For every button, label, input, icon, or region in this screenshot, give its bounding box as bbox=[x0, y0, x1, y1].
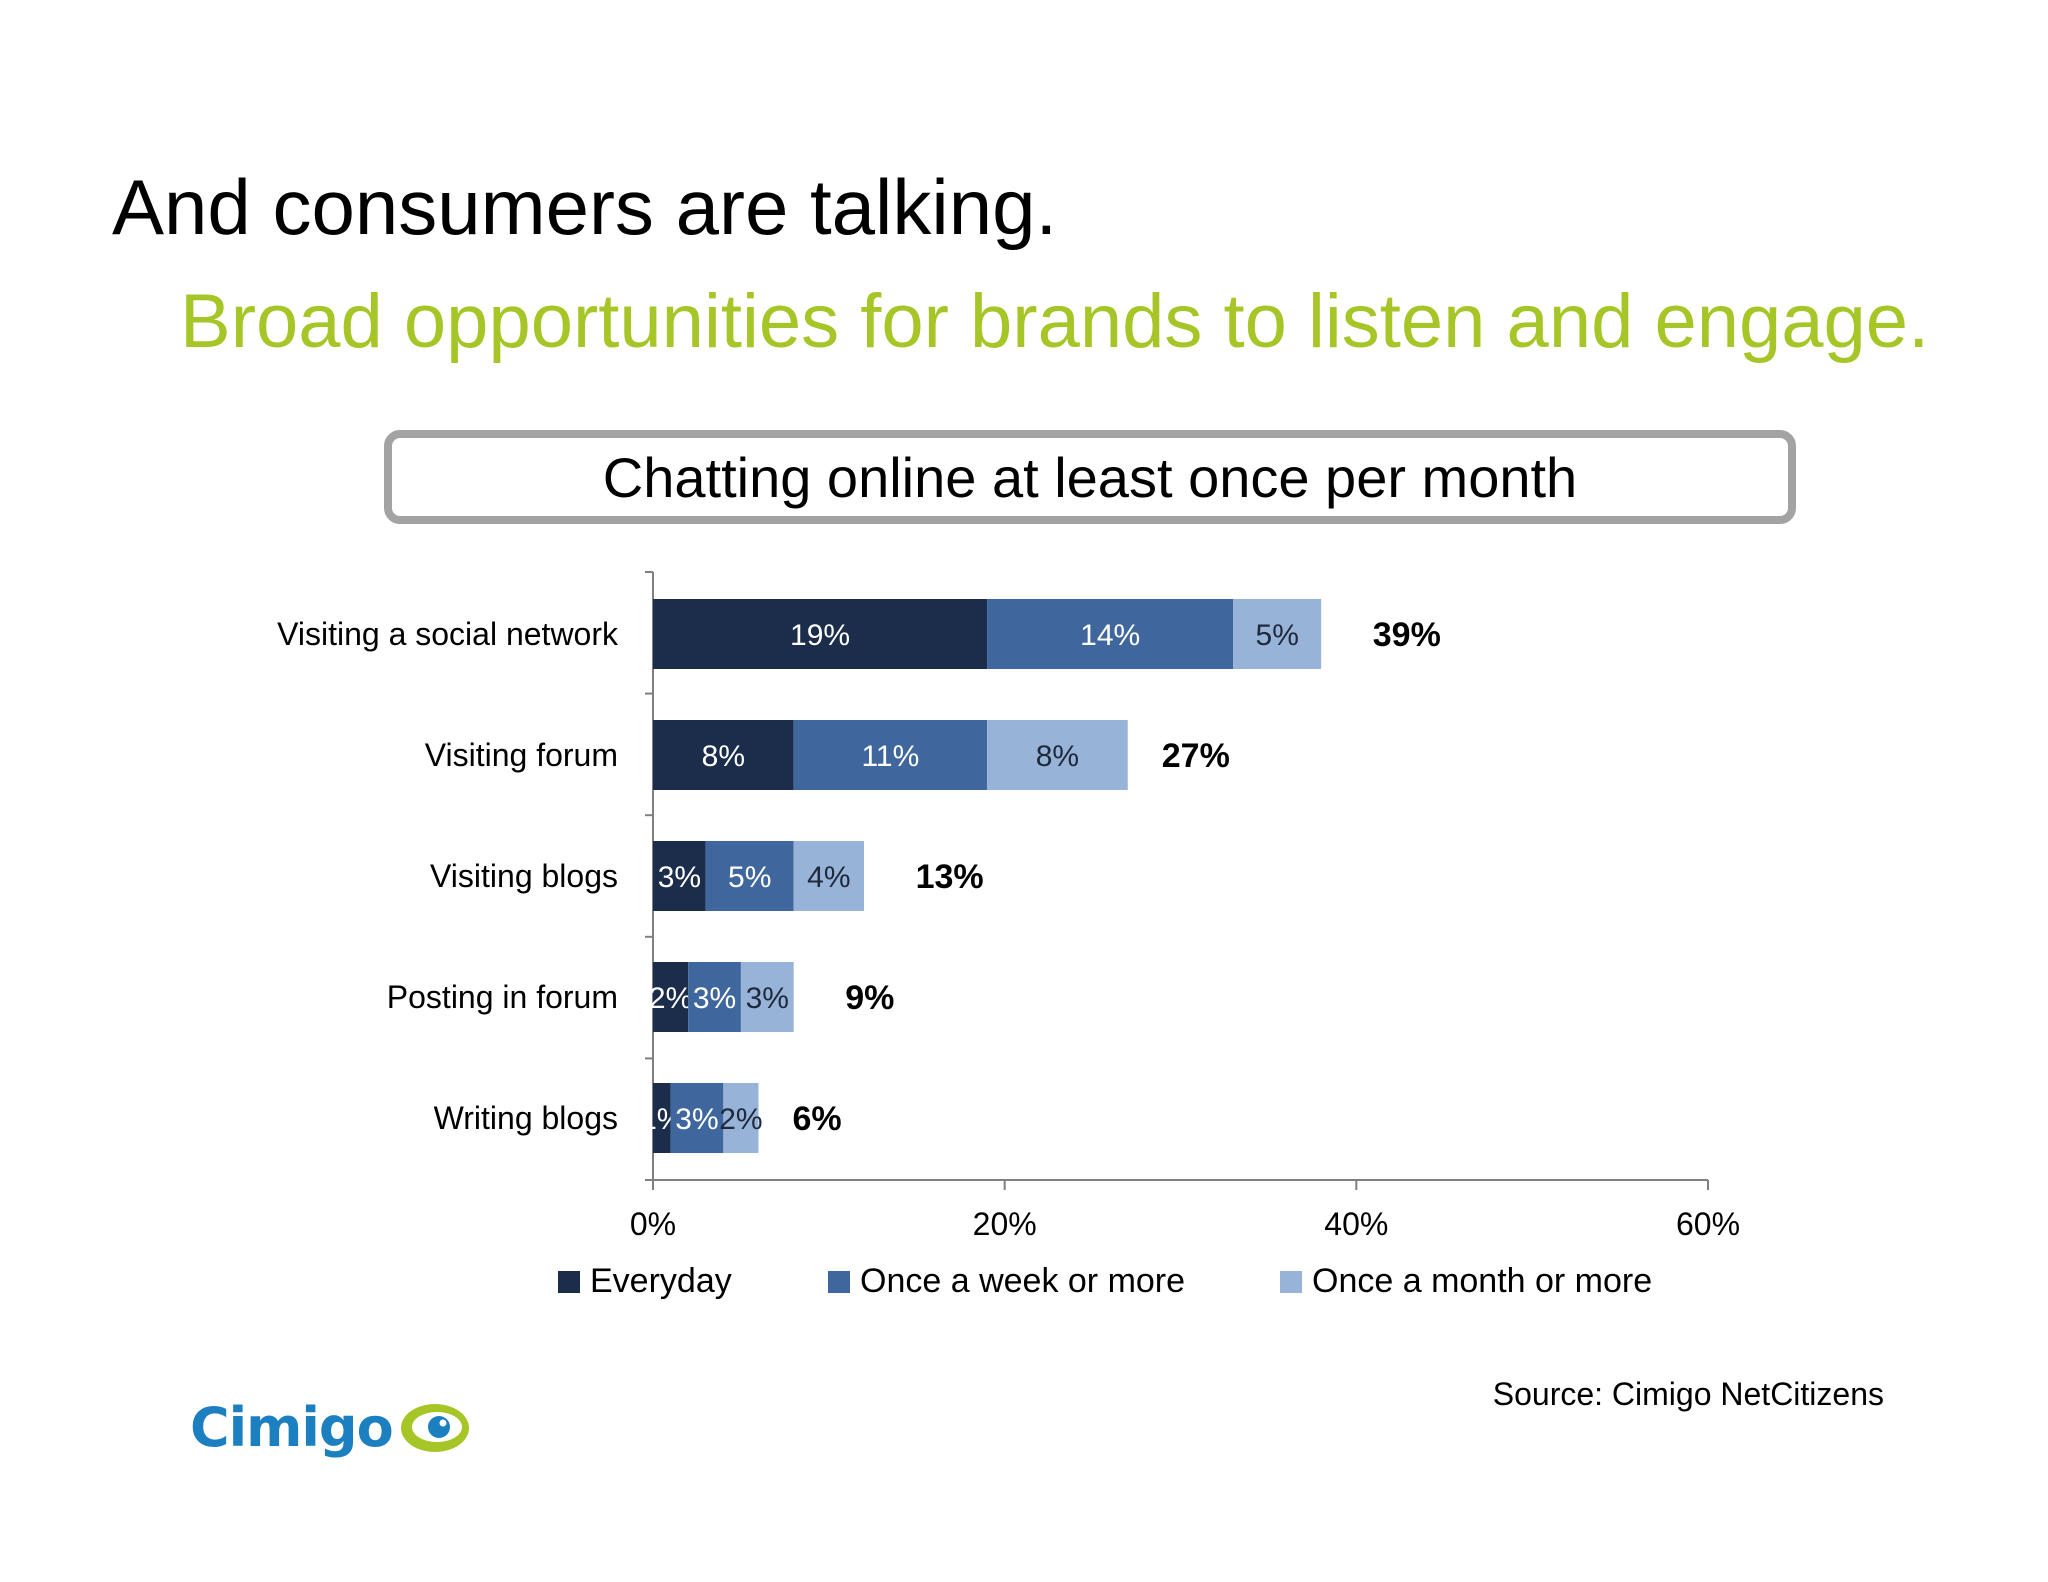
bar-segment bbox=[1233, 599, 1322, 669]
bar-segment bbox=[793, 841, 864, 911]
bar-data-label: 3% bbox=[746, 982, 789, 1015]
bar-segment bbox=[705, 841, 794, 911]
bar-data-label: 2% bbox=[719, 1103, 762, 1136]
bar-total-label: 6% bbox=[793, 1100, 842, 1138]
bar-segment bbox=[723, 1083, 759, 1153]
legend-label-monthly: Once a month or more bbox=[1312, 1262, 1653, 1300]
bar-segment bbox=[688, 962, 741, 1032]
bar-total-label: 27% bbox=[1162, 737, 1230, 775]
category-label: Writing blogs bbox=[434, 1100, 618, 1136]
bar-segment bbox=[670, 1083, 724, 1153]
chart-legend: Everyday Once a week or more Once a mont… bbox=[0, 1262, 2048, 1308]
cimigo-logo: Cimigo bbox=[190, 1396, 471, 1459]
bar-data-label: 8% bbox=[1036, 740, 1079, 773]
chart-title: Chatting online at least once per month bbox=[602, 445, 1578, 509]
bar-segment bbox=[653, 720, 794, 790]
legend-item-monthly: Once a month or more bbox=[1280, 1262, 1652, 1301]
legend-swatch-monthly bbox=[1280, 1270, 1302, 1293]
legend-label-everyday: Everyday bbox=[590, 1262, 732, 1300]
bar-data-label: 19% bbox=[790, 619, 850, 652]
legend-swatch-everyday bbox=[558, 1270, 580, 1293]
legend-label-weekly: Once a week or more bbox=[860, 1262, 1186, 1300]
x-tick-label: 60% bbox=[1676, 1206, 1740, 1242]
legend-item-weekly: Once a week or more bbox=[828, 1262, 1185, 1301]
bar-segment bbox=[653, 962, 689, 1032]
bar-segment bbox=[740, 962, 794, 1032]
x-tick-label: 40% bbox=[1324, 1206, 1388, 1242]
bar-data-label: 2% bbox=[649, 982, 692, 1015]
category-label: Visiting a social network bbox=[277, 616, 619, 652]
category-label: Visiting blogs bbox=[430, 858, 618, 894]
bar-data-label: 4% bbox=[807, 861, 850, 894]
x-tick-label: 20% bbox=[973, 1206, 1037, 1242]
bar-segment bbox=[987, 720, 1128, 790]
bar-data-label: 3% bbox=[658, 861, 701, 894]
bar-data-label: 3% bbox=[693, 982, 736, 1015]
logo-wordmark: Cimigo bbox=[190, 1396, 394, 1459]
x-tick-label: 0% bbox=[630, 1206, 676, 1242]
bar-data-label: 14% bbox=[1080, 619, 1140, 652]
bar-data-label: 3% bbox=[675, 1103, 718, 1136]
bar-total-label: 13% bbox=[916, 858, 984, 896]
category-label: Visiting forum bbox=[425, 737, 618, 773]
eye-icon bbox=[400, 1403, 469, 1452]
bar-data-label: 8% bbox=[702, 740, 745, 773]
bar-segment bbox=[793, 720, 988, 790]
bar-data-label: 5% bbox=[1256, 619, 1299, 652]
bar-segment bbox=[653, 841, 706, 911]
source-note: Source: Cimigo NetCitizens bbox=[1492, 1376, 1884, 1412]
legend-item-everyday: Everyday bbox=[558, 1262, 732, 1301]
chart-title-box: Chatting online at least once per month bbox=[384, 430, 1796, 524]
bar-data-label: 5% bbox=[728, 861, 771, 894]
bar-total-label: 39% bbox=[1373, 616, 1441, 654]
slide-title: And consumers are talking. bbox=[112, 163, 1058, 251]
bar-total-label: 9% bbox=[845, 979, 894, 1017]
bar-data-label: 11% bbox=[861, 740, 919, 773]
bar-segment bbox=[987, 599, 1234, 669]
legend-swatch-weekly bbox=[828, 1270, 850, 1293]
category-label: Posting in forum bbox=[387, 979, 618, 1015]
bar-segment bbox=[653, 599, 988, 669]
bar-segment bbox=[653, 1083, 671, 1153]
slide-subtitle: Broad opportunities for brands to listen… bbox=[180, 279, 1930, 364]
